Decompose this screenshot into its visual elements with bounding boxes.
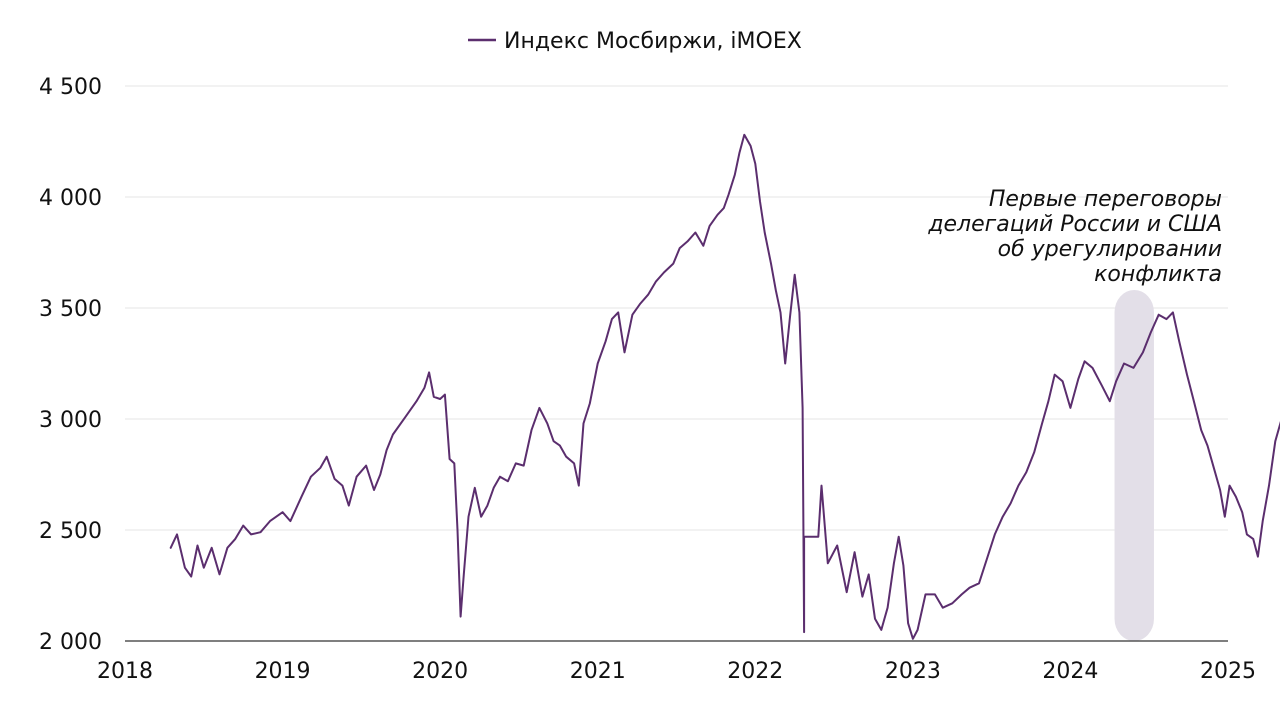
x-tick-label: 2018 <box>97 659 153 684</box>
y-tick-label: 4 500 <box>39 75 102 100</box>
annotation-line-4: конфликта <box>1094 262 1222 287</box>
y-tick-label: 3 500 <box>39 297 102 322</box>
negotiations-highlight-band <box>1114 290 1154 641</box>
y-tick-label: 4 000 <box>39 186 102 211</box>
annotation: Первые переговоры делегаций России и США… <box>927 187 1222 287</box>
x-tick-label: 2019 <box>255 659 311 684</box>
annotation-line-1: Первые переговоры <box>989 187 1222 212</box>
y-tick-label: 2 500 <box>39 519 102 544</box>
annotation-line-2: делегаций России и США <box>927 212 1222 237</box>
x-tick-label: 2023 <box>885 659 941 684</box>
legend-label: Индекс Мосбиржи, iMOEX <box>504 29 802 54</box>
y-tick-label: 3 000 <box>39 408 102 433</box>
x-tick-label: 2022 <box>727 659 783 684</box>
series-layer <box>169 133 1280 640</box>
annotation-line-3: об урегулировании <box>998 237 1222 262</box>
x-tick-label: 2020 <box>412 659 468 684</box>
x-tick-label: 2025 <box>1200 659 1256 684</box>
axes: 2 000 2 500 3 000 3 500 4 000 4 500 2018 2019 20… <box>39 75 1256 684</box>
series-line-imoex <box>169 133 1280 640</box>
y-tick-label: 2 000 <box>39 630 102 655</box>
legend: Индекс Мосбиржи, iMOEX <box>468 29 802 54</box>
x-tick-label: 2021 <box>570 659 626 684</box>
gridlines <box>125 85 1228 531</box>
x-tick-label: 2024 <box>1042 659 1098 684</box>
